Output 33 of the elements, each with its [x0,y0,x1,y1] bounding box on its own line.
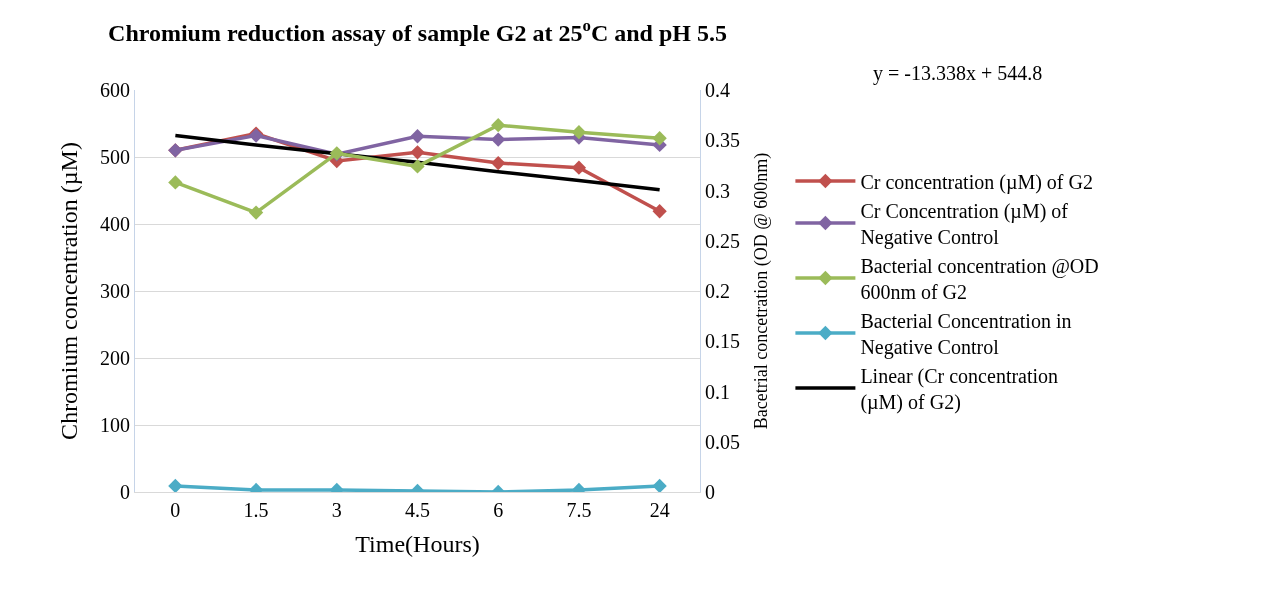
y-tick-label: 0 [120,481,130,503]
x-tick-label: 4.5 [405,499,430,521]
legend-label: Linear (Cr concentration (µM) of G2) [860,364,1059,414]
y2-tick-label: 0.1 [705,380,730,403]
x-tick-label: 24 [649,499,670,521]
chart-title: Chromium reduction assay of sample G2 at 25$^{o}$C and pH 5.5 [108,16,727,47]
y-tick-label: 100 [100,414,130,436]
y2-tick-label: 0.05 [705,430,740,453]
legend-label: Bacterial concentration @OD 600nm of G2 [860,254,1099,303]
y2-tick-label: 0.3 [705,179,730,202]
y2-axis-title: Bacetrial concetration (OD @ 600nm) [751,152,773,430]
x-tick-label: 7.5 [566,499,592,521]
legend-label: Bacterial Concentration in Negative Control [860,309,1072,359]
x-tick-label: 6 [493,499,504,521]
y-axis-title: Chromium concentration (µM) [56,142,83,440]
y2-tick-label: 0.35 [705,129,740,152]
text: y = -13.338x + 544.8 [873,62,1043,85]
legend-label: Cr Concentration (µM) of Negative Control [860,199,1069,249]
y2-tick-label: 0 [705,481,715,503]
y-tick-label: 500 [100,146,130,168]
y-tick-label: 400 [100,213,130,235]
y2-tick-label: 0.15 [705,330,740,353]
y-tick-label: 300 [100,280,130,302]
legend-label: Cr concentration (µM) of G2 [860,170,1093,194]
y-tick-label: 600 [100,79,130,101]
y2-tick-label: 0.2 [705,280,730,302]
y2-tick-label: 0.25 [705,229,740,252]
x-tick-label: 0 [170,499,181,521]
y-tick-label: 200 [100,347,130,369]
x-tick-label: 1.5 [243,499,269,521]
x-axis-title: Time(Hours) [355,531,480,558]
x-tick-label: 3 [331,499,342,521]
y2-tick-label: 0.4 [705,79,730,101]
